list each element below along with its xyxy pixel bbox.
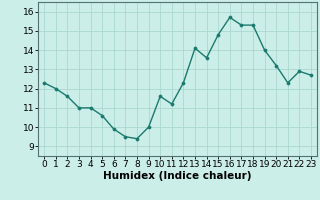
- X-axis label: Humidex (Indice chaleur): Humidex (Indice chaleur): [103, 171, 252, 181]
